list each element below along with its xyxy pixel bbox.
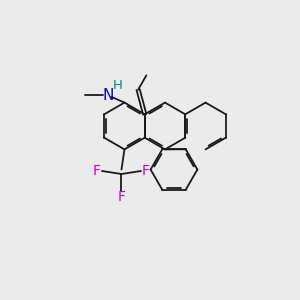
Text: F: F	[142, 164, 150, 178]
Text: N: N	[102, 88, 114, 103]
Text: F: F	[118, 190, 125, 204]
Text: H: H	[113, 79, 123, 92]
Text: F: F	[93, 164, 101, 178]
